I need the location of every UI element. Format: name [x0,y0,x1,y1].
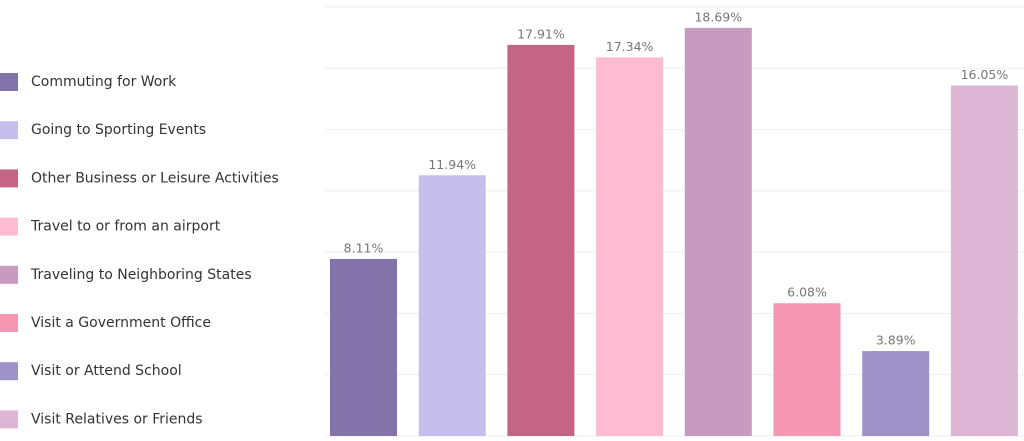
bar [507,44,575,436]
legend-label: Travel to or from an airport [30,219,221,235]
value-label: 3.89% [876,333,916,348]
value-label: 8.11% [344,240,384,255]
bar [773,303,841,436]
value-label: 16.05% [961,67,1009,82]
bar [418,175,486,436]
legend-swatch [0,314,18,332]
legend-swatch [0,121,18,140]
legend-label: Visit Relatives or Friends [31,411,203,427]
bar [950,85,1018,436]
legend-swatch [0,217,18,236]
value-label: 17.91% [517,26,565,41]
bar [596,57,664,437]
legend-swatch [0,73,18,91]
value-label: 17.34% [606,39,654,54]
bar [684,27,752,436]
value-label: 11.94% [428,157,476,172]
legend-label: Visit or Attend School [31,363,182,379]
legend-label: Commuting for Work [31,74,177,90]
value-label: 18.69% [694,9,742,24]
legend-swatch [0,362,18,381]
legend-label: Other Business or Leisure Activities [31,170,279,186]
legend-swatch [0,265,18,284]
bar [862,351,930,436]
legend-label: Going to Sporting Events [31,122,206,138]
legend-swatch [0,169,18,188]
legend-label: Traveling to Neighboring States [30,267,252,283]
legend-swatch [0,410,18,429]
bar [330,258,397,436]
value-label: 6.08% [787,285,827,300]
legend-label: Visit a Government Office [31,315,211,331]
